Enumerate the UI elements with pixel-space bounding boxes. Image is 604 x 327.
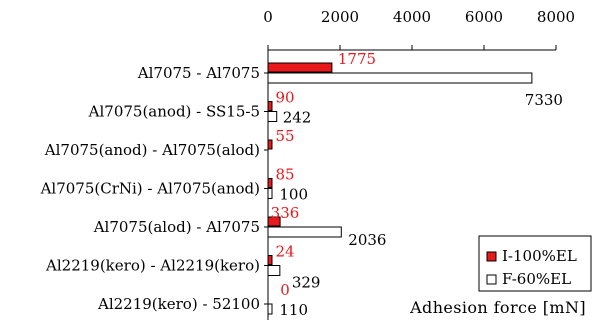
bar-series-2	[267, 265, 281, 276]
x-tick-label: 2000	[321, 8, 359, 26]
bar-series-1	[267, 139, 273, 150]
bar-series-1	[267, 62, 333, 73]
bar-series-1	[267, 178, 273, 188]
data-label-series-1: 90	[275, 89, 294, 107]
data-label-series-1: 24	[275, 243, 294, 261]
category-label: Al7075(anod) - Al7075(alod)	[44, 141, 260, 159]
data-label-series-1: 0	[280, 281, 290, 299]
legend-label-series-2: F-60%EL	[502, 270, 571, 288]
bar-series-1	[267, 101, 273, 111]
category-label: Al2219(kero) - Al2219(kero)	[45, 257, 260, 275]
legend-swatch-series-1	[486, 251, 497, 262]
x-tick-label: 6000	[465, 8, 503, 26]
data-label-series-2: 329	[292, 274, 321, 292]
category-label: Al7075(CrNi) - Al7075(anod)	[40, 180, 260, 198]
category-label: Al2219(kero) - 52100	[97, 295, 260, 313]
x-tick-label: 4000	[393, 8, 431, 26]
bar-series-2	[267, 303, 273, 315]
bar-series-1	[267, 216, 281, 227]
bar-series-2	[267, 111, 278, 122]
category-label: Al7075(alod) - Al7075	[93, 218, 260, 236]
bar-series-2	[267, 226, 342, 238]
x-tick-label: 8000	[537, 8, 575, 26]
data-label-series-2: 7330	[525, 91, 563, 109]
legend-swatch-series-2	[486, 274, 497, 285]
x-tick-label: 0	[263, 8, 273, 26]
x-axis-label: Adhesion force [mN]	[409, 298, 586, 317]
data-label-series-2: 2036	[348, 231, 386, 249]
data-label-series-1: 55	[275, 127, 294, 145]
bar-series-1	[267, 255, 273, 265]
data-label-series-1: 85	[275, 166, 294, 184]
category-label: Al7075 - Al7075	[137, 64, 260, 82]
data-label-series-2: 242	[283, 109, 312, 127]
bar-series-2	[267, 188, 273, 199]
legend-box	[478, 235, 592, 292]
data-label-series-2: 110	[279, 301, 308, 319]
data-label-series-1: 336	[271, 204, 300, 222]
data-label-series-1: 1775	[338, 50, 376, 68]
legend-label-series-1: I-100%EL	[502, 247, 577, 265]
bars	[267, 62, 533, 315]
bar-series-2	[267, 72, 533, 84]
legend: I-100%EL F-60%EL	[478, 235, 592, 292]
category-label: Al7075(anod) - SS15-5	[88, 103, 260, 121]
data-label-series-2: 100	[279, 186, 308, 204]
